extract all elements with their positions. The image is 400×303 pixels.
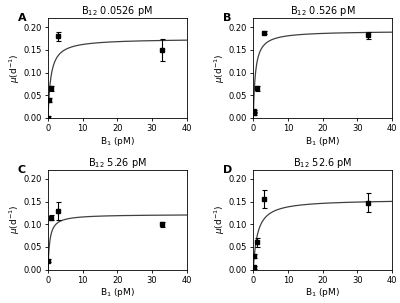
Y-axis label: $\mu$(d$^{-1}$): $\mu$(d$^{-1}$) [213, 205, 227, 235]
Y-axis label: $\mu$(d$^{-1}$): $\mu$(d$^{-1}$) [8, 53, 22, 83]
Text: C: C [18, 165, 26, 175]
X-axis label: B$_1$ (pM): B$_1$ (pM) [305, 286, 340, 299]
Title: B$_{12}$ 0.526 pM: B$_{12}$ 0.526 pM [290, 4, 356, 18]
Title: B$_{12}$ 52.6 pM: B$_{12}$ 52.6 pM [293, 156, 352, 170]
X-axis label: B$_1$ (pM): B$_1$ (pM) [305, 135, 340, 148]
X-axis label: B$_1$ (pM): B$_1$ (pM) [100, 135, 135, 148]
Title: B$_{12}$ 5.26 pM: B$_{12}$ 5.26 pM [88, 156, 147, 170]
Text: B: B [223, 13, 231, 23]
X-axis label: B$_1$ (pM): B$_1$ (pM) [100, 286, 135, 299]
Text: A: A [18, 13, 26, 23]
Y-axis label: $\mu$(d$^{-1}$): $\mu$(d$^{-1}$) [213, 53, 227, 83]
Text: D: D [223, 165, 232, 175]
Y-axis label: $\mu$(d$^{-1}$): $\mu$(d$^{-1}$) [8, 205, 22, 235]
Title: B$_{12}$ 0.0526 pM: B$_{12}$ 0.0526 pM [82, 4, 153, 18]
